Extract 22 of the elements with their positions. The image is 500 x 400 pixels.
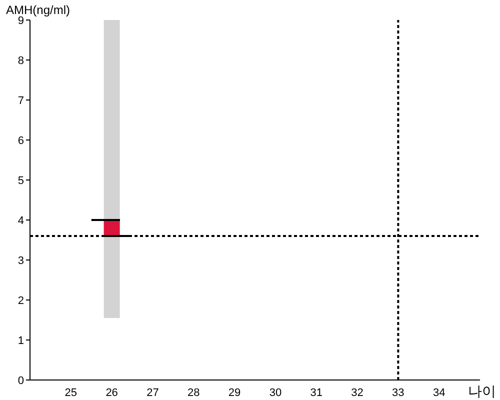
- x-tick-label: 33: [392, 386, 404, 399]
- y-tick-label: 7: [18, 94, 24, 107]
- y-tick-label: 2: [18, 294, 24, 307]
- y-tick-label: 9: [18, 14, 24, 27]
- x-axis-title: 나이: [468, 383, 496, 400]
- y-tick-label: 4: [18, 214, 24, 227]
- y-tick-label: 6: [18, 134, 24, 147]
- y-tick-label: 3: [18, 254, 24, 267]
- y-tick-label: 1: [18, 334, 24, 347]
- x-tick-label: 29: [228, 386, 241, 399]
- x-tick-label: 30: [269, 386, 282, 399]
- x-tick-label: 26: [106, 386, 118, 399]
- x-tick-label: 27: [146, 386, 159, 399]
- y-tick-label: 5: [18, 174, 24, 187]
- y-tick-label: 8: [18, 54, 24, 67]
- x-tick-label: 32: [351, 386, 364, 399]
- y-axis-title: AMH(ng/ml): [6, 3, 70, 17]
- x-tick-label: 25: [64, 386, 78, 399]
- x-tick-label: 28: [188, 386, 200, 399]
- x-tick-label: 31: [310, 386, 322, 399]
- x-tick-label: 34: [432, 386, 446, 399]
- y-tick-label: 0: [18, 374, 24, 387]
